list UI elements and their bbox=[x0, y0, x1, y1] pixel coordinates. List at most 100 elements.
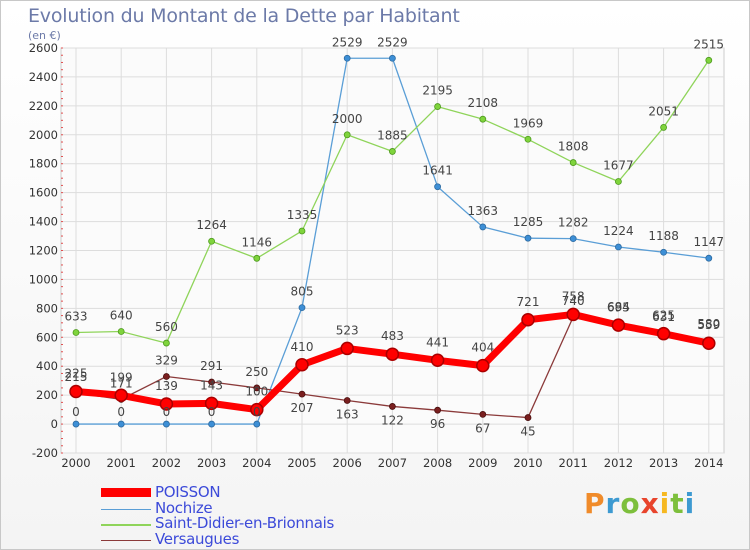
data-point bbox=[72, 329, 80, 336]
x-tick-label: 2013 bbox=[649, 456, 678, 470]
data-label: 0 bbox=[117, 405, 125, 419]
x-tick-label: 2008 bbox=[423, 456, 452, 470]
data-label: 1808 bbox=[558, 140, 589, 154]
data-label: 441 bbox=[426, 335, 449, 349]
data-label: 410 bbox=[291, 340, 314, 354]
data-label: 329 bbox=[155, 353, 178, 367]
data-point bbox=[343, 54, 351, 62]
data-point bbox=[340, 341, 354, 356]
data-point bbox=[705, 56, 713, 64]
data-label: 1885 bbox=[377, 128, 408, 142]
data-point bbox=[204, 396, 219, 411]
grid bbox=[60, 47, 725, 454]
y-tick-label: 0 bbox=[51, 417, 58, 431]
brand-letter: x bbox=[640, 487, 660, 520]
series-points bbox=[69, 54, 716, 428]
y-tick-label: 1600 bbox=[29, 186, 58, 200]
data-label: 1969 bbox=[513, 116, 544, 130]
y-tick-label: 2600 bbox=[29, 41, 58, 55]
data-point bbox=[253, 254, 261, 262]
x-tick-label: 2003 bbox=[197, 456, 226, 470]
data-label: 2108 bbox=[468, 96, 499, 110]
data-label: 404 bbox=[471, 341, 494, 355]
data-label: 250 bbox=[245, 365, 268, 379]
data-point bbox=[524, 135, 532, 143]
x-tick-label: 2002 bbox=[152, 456, 181, 470]
legend-swatch-poisson bbox=[101, 488, 151, 497]
data-label: 2051 bbox=[648, 104, 679, 118]
data-point bbox=[434, 103, 442, 110]
data-point bbox=[615, 243, 622, 251]
data-point bbox=[521, 313, 535, 327]
data-point bbox=[705, 254, 713, 262]
data-label: 1146 bbox=[242, 235, 273, 249]
data-label: 684 bbox=[607, 300, 630, 314]
data-point bbox=[208, 237, 216, 245]
x-tick-label: 2006 bbox=[333, 456, 362, 470]
data-point bbox=[114, 388, 128, 403]
brand-letter: o bbox=[620, 487, 641, 520]
data-point bbox=[388, 403, 396, 410]
x-tick-label: 2012 bbox=[604, 456, 633, 470]
data-point bbox=[298, 390, 306, 398]
data-label: 1363 bbox=[468, 204, 499, 218]
data-point bbox=[253, 384, 261, 392]
data-point bbox=[660, 248, 667, 256]
data-label: 2000 bbox=[332, 112, 363, 126]
y-tick-label: 600 bbox=[36, 330, 58, 344]
brand-logo: Proxiti bbox=[584, 487, 695, 520]
data-point bbox=[479, 115, 487, 123]
data-label: 96 bbox=[430, 417, 445, 431]
data-point bbox=[569, 235, 577, 243]
data-point bbox=[388, 54, 396, 62]
legend-label-nochize: Nochize bbox=[155, 498, 213, 517]
data-point bbox=[524, 234, 532, 242]
data-label: 215 bbox=[65, 370, 88, 384]
y-tick-label: 2200 bbox=[29, 99, 58, 113]
y-tick-label: 1400 bbox=[29, 215, 58, 229]
data-label: 0 bbox=[253, 405, 261, 419]
data-label: 0 bbox=[72, 405, 80, 419]
data-label: 2515 bbox=[694, 37, 725, 51]
data-label: 2529 bbox=[377, 35, 408, 49]
data-point bbox=[702, 336, 716, 350]
data-label: 100 bbox=[245, 385, 268, 399]
data-point bbox=[566, 307, 580, 322]
data-label: 721 bbox=[517, 295, 540, 309]
data-point bbox=[117, 420, 125, 428]
y-tick-label: 1200 bbox=[29, 244, 58, 258]
data-point bbox=[611, 318, 626, 332]
data-point bbox=[162, 420, 170, 428]
data-point bbox=[343, 397, 351, 404]
data-label: 225 bbox=[65, 367, 88, 381]
data-label: 1282 bbox=[558, 216, 589, 230]
data-label: 2195 bbox=[422, 84, 453, 98]
data-label: 171 bbox=[110, 376, 133, 390]
legend-swatch-nochize bbox=[101, 508, 151, 510]
data-label: 45 bbox=[520, 425, 535, 439]
data-label: 143 bbox=[200, 378, 223, 392]
data-label: 122 bbox=[381, 413, 404, 427]
data-label: 291 bbox=[200, 359, 223, 373]
data-label: 1641 bbox=[422, 164, 453, 178]
data-point bbox=[250, 402, 264, 417]
y-tick-label: 800 bbox=[36, 301, 58, 315]
x-tick-label: 2000 bbox=[61, 456, 90, 470]
data-point bbox=[430, 353, 445, 368]
data-point bbox=[479, 223, 487, 231]
data-label: 633 bbox=[65, 310, 88, 324]
data-label: 139 bbox=[155, 379, 178, 393]
data-label: 559 bbox=[697, 318, 720, 332]
legend-swatch-versaugues bbox=[101, 539, 151, 541]
y-tick-label: -200 bbox=[32, 446, 58, 460]
x-tick-label: 2007 bbox=[378, 456, 407, 470]
data-point bbox=[253, 420, 261, 428]
brand-letter: r bbox=[605, 487, 621, 520]
data-label: 199 bbox=[110, 370, 133, 384]
data-point bbox=[69, 384, 83, 399]
y-tick-label: 2400 bbox=[29, 70, 58, 84]
y-tick-label: 200 bbox=[36, 388, 58, 402]
x-tick-label: 2005 bbox=[287, 456, 316, 470]
data-label: 740 bbox=[562, 294, 585, 308]
